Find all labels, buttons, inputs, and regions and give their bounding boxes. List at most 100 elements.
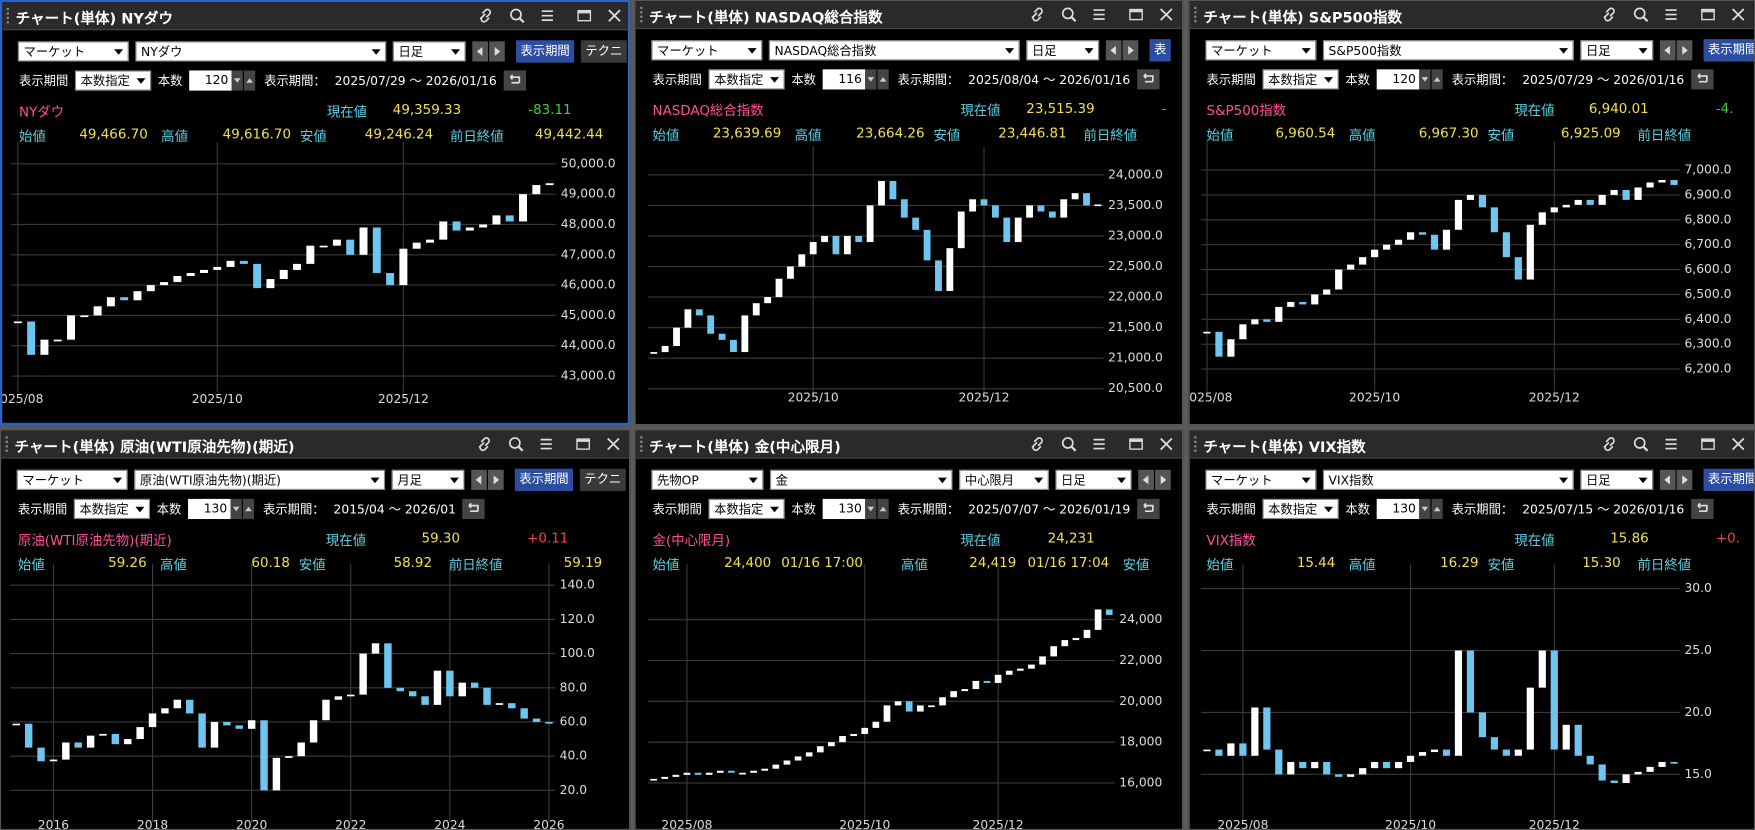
toolbar-button[interactable]: 表示期間: [515, 40, 575, 63]
count-input[interactable]: 120: [1376, 69, 1420, 90]
maximize-icon[interactable]: [1699, 6, 1717, 24]
count-input[interactable]: 130: [188, 498, 231, 520]
chart: 20,500.0 21,000.0 21,500.0 22,000.0 22,500.0…: [648, 146, 1163, 405]
link-icon[interactable]: [1601, 435, 1619, 453]
spin-down[interactable]: [865, 69, 877, 90]
count-input[interactable]: 130: [1376, 498, 1420, 520]
link-icon[interactable]: [1029, 435, 1047, 453]
close-icon[interactable]: [1157, 435, 1175, 453]
link-icon[interactable]: [1029, 6, 1047, 24]
close-icon[interactable]: [1729, 435, 1747, 453]
search-icon[interactable]: [1632, 6, 1650, 24]
link-icon[interactable]: [476, 435, 494, 453]
search-icon[interactable]: [507, 435, 525, 453]
refresh-button[interactable]: [462, 498, 486, 520]
toolbar-button[interactable]: テクニ: [579, 468, 626, 492]
dropdown[interactable]: 日足: [1580, 40, 1654, 61]
toolbar-button[interactable]: 表: [1149, 39, 1171, 62]
spin-up[interactable]: [877, 69, 889, 90]
spin-down[interactable]: [865, 498, 877, 520]
dropdown[interactable]: マーケット: [1205, 40, 1317, 61]
mode-dropdown[interactable]: 本数指定: [73, 498, 150, 520]
next-button[interactable]: [1676, 469, 1693, 490]
dropdown[interactable]: 月足: [391, 469, 465, 490]
search-icon[interactable]: [1632, 435, 1650, 453]
refresh-button[interactable]: [1690, 498, 1714, 520]
menu-icon[interactable]: [537, 435, 555, 453]
dropdown[interactable]: 日足: [1026, 40, 1100, 61]
link-icon[interactable]: [1601, 6, 1619, 24]
refresh-button[interactable]: [1136, 69, 1160, 90]
next-button[interactable]: [489, 41, 505, 62]
dropdown[interactable]: 中心限月: [959, 469, 1049, 490]
maximize-icon[interactable]: [1127, 435, 1145, 453]
dropdown[interactable]: マーケット: [651, 40, 763, 61]
prev-button[interactable]: [1138, 469, 1154, 490]
candle: [912, 217, 920, 230]
prev-button[interactable]: [1659, 40, 1676, 61]
mode-dropdown[interactable]: 本数指定: [1262, 69, 1339, 90]
dropdown[interactable]: 先物OP: [651, 469, 764, 490]
dropdown[interactable]: NASDAQ総合指数: [768, 40, 1020, 61]
spin-up[interactable]: [1431, 498, 1443, 520]
prev-button[interactable]: [471, 469, 487, 490]
next-button[interactable]: [487, 469, 504, 490]
dropdown[interactable]: マーケット: [17, 41, 129, 62]
spin-down[interactable]: [1419, 498, 1431, 520]
spin-up[interactable]: [877, 498, 889, 520]
spin-up[interactable]: [1431, 69, 1443, 90]
prev-button[interactable]: [1105, 40, 1122, 61]
search-icon[interactable]: [1060, 6, 1078, 24]
dropdown[interactable]: マーケット: [16, 469, 128, 490]
toolbar-button[interactable]: 表示期間: [1703, 468, 1754, 492]
menu-icon[interactable]: [1090, 435, 1108, 453]
mode-dropdown[interactable]: 本数指定: [74, 70, 152, 91]
refresh-button[interactable]: [1690, 69, 1714, 90]
dropdown[interactable]: VIX指数: [1322, 469, 1574, 490]
dropdown[interactable]: S&P500指数: [1322, 40, 1574, 61]
toolbar-button[interactable]: 表示期間: [1703, 39, 1754, 62]
dropdown[interactable]: 日足: [392, 41, 466, 62]
dropdown[interactable]: 原油(WTI原油先物)(期近): [134, 469, 386, 490]
prev-button[interactable]: [1659, 469, 1676, 490]
next-button[interactable]: [1676, 40, 1693, 61]
spin-down[interactable]: [231, 70, 243, 91]
next-button[interactable]: [1155, 469, 1171, 490]
count-input[interactable]: 120: [189, 70, 232, 91]
dropdown[interactable]: 日足: [1055, 469, 1132, 490]
next-button[interactable]: [1122, 40, 1139, 61]
dropdown[interactable]: NYダウ: [135, 41, 387, 62]
mode-dropdown[interactable]: 本数指定: [708, 498, 785, 520]
menu-icon[interactable]: [1662, 6, 1680, 24]
prev-button[interactable]: [472, 41, 488, 62]
mode-dropdown[interactable]: 本数指定: [1262, 498, 1339, 520]
maximize-icon[interactable]: [574, 435, 592, 453]
spin-up[interactable]: [243, 70, 256, 91]
spin-up[interactable]: [242, 498, 255, 520]
count-input[interactable]: 130: [822, 498, 866, 520]
menu-icon[interactable]: [1090, 6, 1108, 24]
toolbar-button[interactable]: 表示期間: [514, 468, 574, 492]
close-icon[interactable]: [604, 435, 622, 453]
spin-down[interactable]: [1419, 69, 1431, 90]
close-icon[interactable]: [1157, 6, 1175, 24]
menu-icon[interactable]: [1662, 435, 1680, 453]
dropdown[interactable]: マーケット: [1205, 469, 1317, 490]
search-icon[interactable]: [1060, 435, 1078, 453]
link-icon[interactable]: [477, 7, 495, 25]
maximize-icon[interactable]: [575, 7, 593, 25]
count-input[interactable]: 116: [822, 69, 866, 90]
close-icon[interactable]: [606, 7, 624, 25]
maximize-icon[interactable]: [1127, 6, 1145, 24]
mode-dropdown[interactable]: 本数指定: [708, 69, 785, 90]
refresh-button[interactable]: [1136, 498, 1160, 520]
dropdown[interactable]: 金: [770, 469, 953, 490]
search-icon[interactable]: [508, 7, 526, 25]
spin-down[interactable]: [230, 498, 242, 520]
menu-icon[interactable]: [538, 7, 556, 25]
dropdown[interactable]: 日足: [1580, 469, 1654, 490]
maximize-icon[interactable]: [1699, 435, 1717, 453]
close-icon[interactable]: [1729, 6, 1747, 24]
refresh-button[interactable]: [503, 70, 526, 91]
toolbar-button[interactable]: テクニ: [580, 40, 627, 63]
